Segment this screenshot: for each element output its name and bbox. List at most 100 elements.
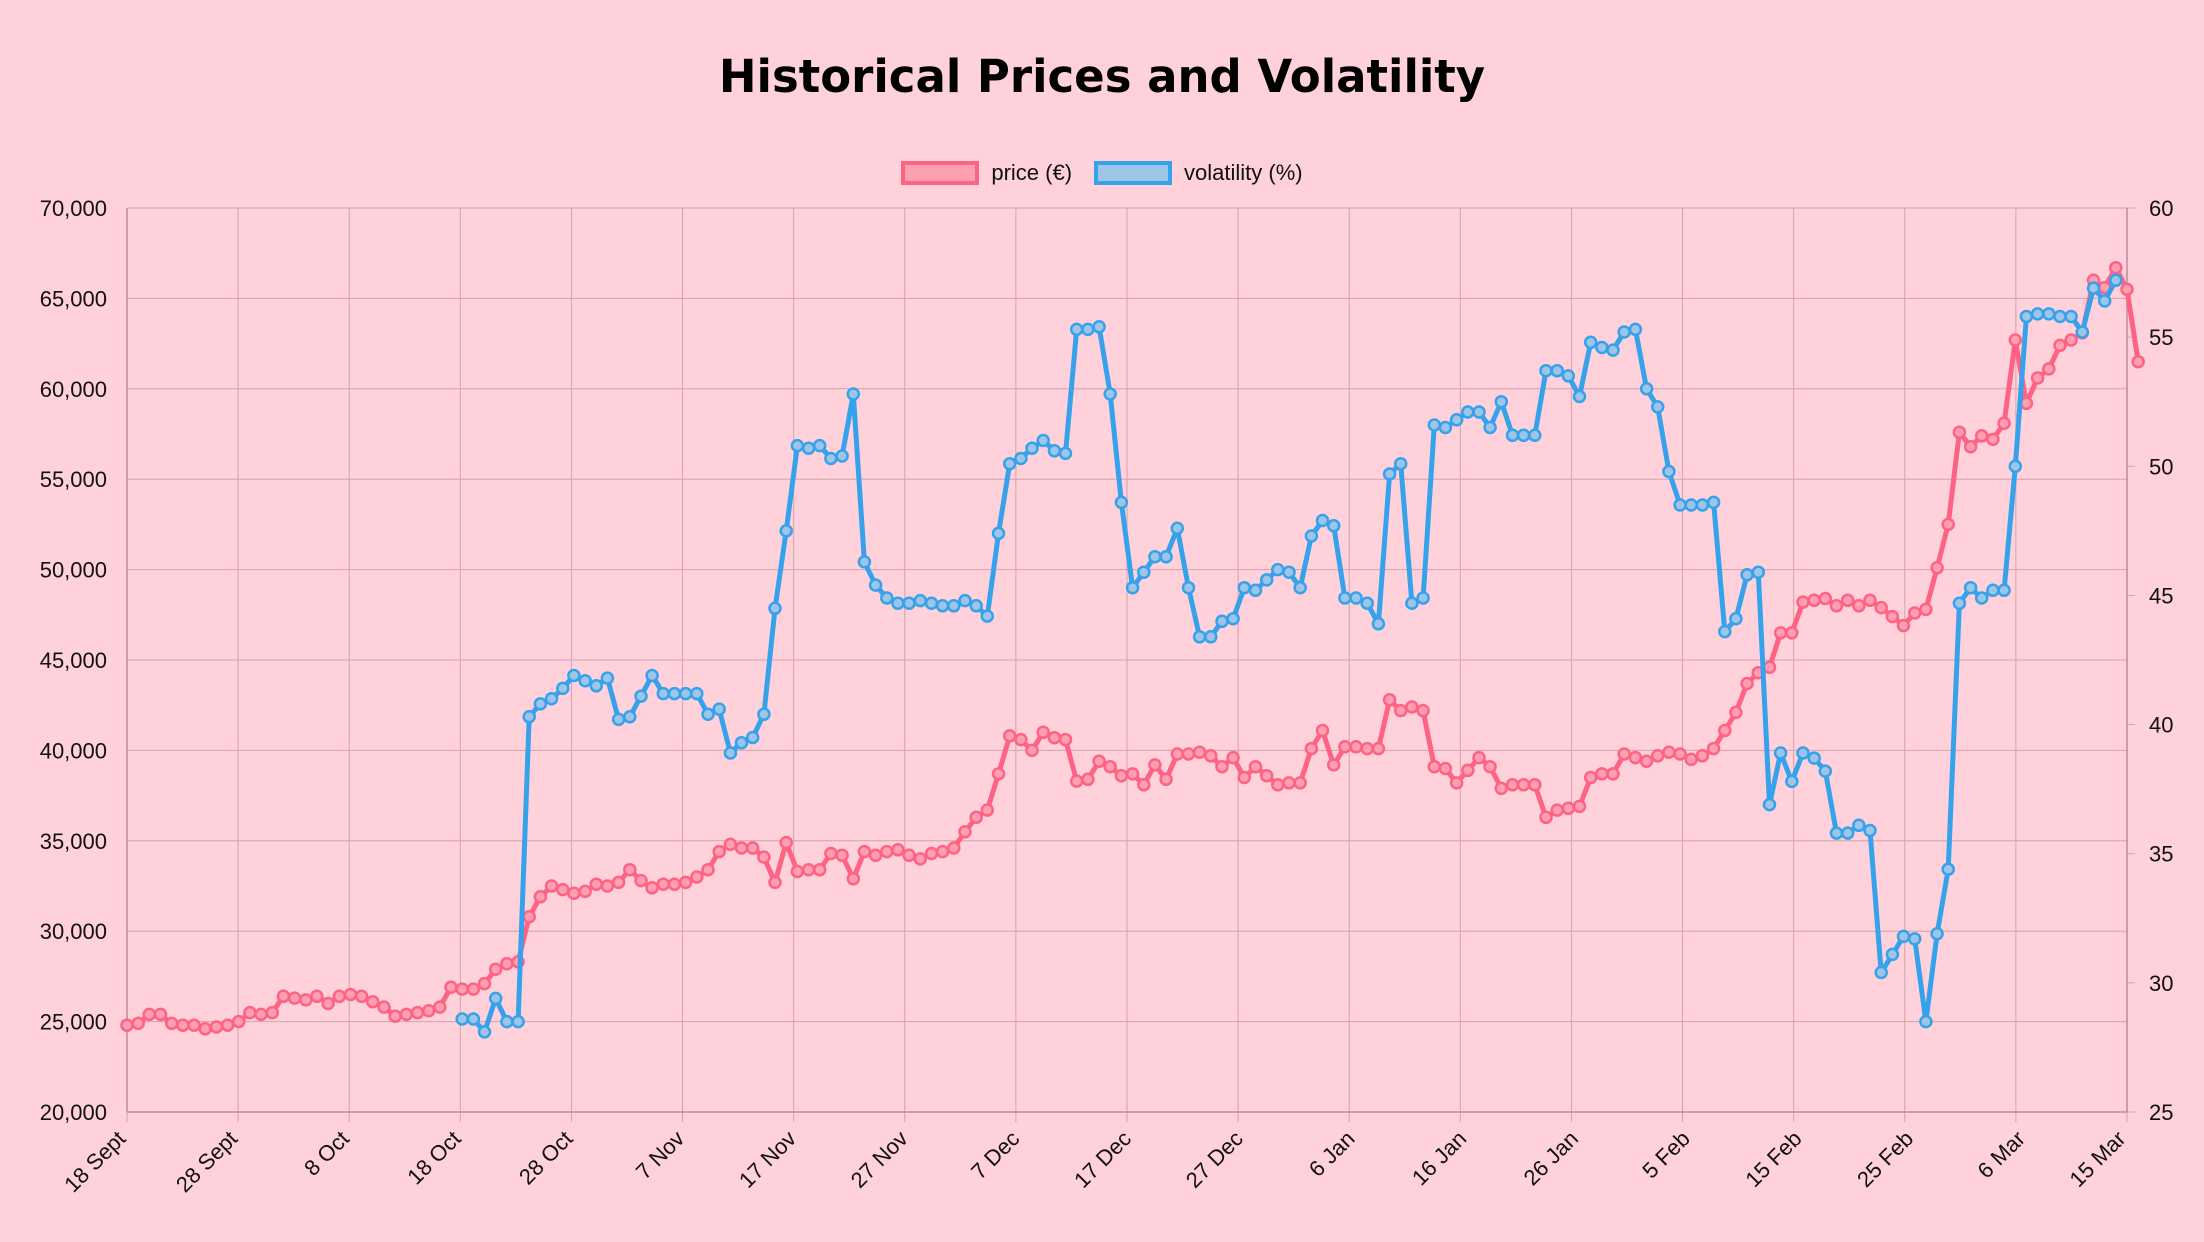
data-point-price [1271,778,1285,792]
data-point-price [835,848,849,863]
x-tick-label: 7 Dec [966,1126,1024,1184]
data-point-volatility [1181,580,1196,595]
data-point-price [567,886,581,900]
data-point-price [935,844,950,859]
data-point-volatility [1137,565,1151,579]
x-tick-label: 15 Feb [1740,1126,1806,1192]
x-tick-label: 6 Mar [1973,1126,2030,1183]
data-point-price [1662,745,1676,759]
x-tick-label: 18 Sept [59,1126,130,1197]
data-point-price [1014,732,1028,747]
legend-item-price[interactable]: price (€) [901,160,1072,186]
y-left-tick-label: 60,000 [40,377,107,402]
data-point-price [991,767,1006,781]
data-point-volatility [1919,1014,1933,1029]
x-tick-label: 8 Oct [299,1126,354,1181]
data-point-volatility [1416,591,1430,605]
data-point-volatility [1237,580,1252,595]
data-point-price [1393,703,1408,718]
data-point-volatility [1550,363,1564,378]
y-left-tick-label: 30,000 [40,919,107,944]
data-point-volatility [1472,405,1486,419]
data-point-price [1315,723,1330,738]
data-point-volatility [1852,818,1866,833]
data-point-price [1069,774,1084,788]
data-point-volatility [1863,823,1877,838]
data-point-volatility [779,524,793,538]
data-point-price [1617,747,1631,761]
data-point-volatility [913,593,928,608]
data-point-volatility [1449,413,1464,427]
data-point-price [522,909,536,924]
data-point-price [1550,803,1564,817]
data-point-volatility [466,1012,481,1026]
data-point-price [1360,741,1374,756]
data-point-volatility [1729,611,1743,626]
data-point-volatility [1706,495,1721,510]
data-point-volatility [1483,420,1497,435]
data-point-price [1002,729,1017,743]
data-point-price [1338,740,1352,754]
data-point-price [880,844,894,859]
data-point-volatility [1047,444,1062,458]
data-point-volatility [1360,596,1374,610]
data-point-volatility [1561,369,1576,383]
data-point-volatility [1818,764,1833,778]
legend-item-volatility[interactable]: volatility (%) [1094,160,1303,186]
x-tick-label: 28 Oct [514,1126,578,1190]
data-point-price [578,884,592,899]
data-point-price [433,1000,447,1014]
data-point-price [1382,693,1397,707]
data-point-price [544,879,559,893]
data-point-price [1997,416,2011,430]
data-point-price [1572,799,1587,814]
y-left-tick-label: 70,000 [40,196,107,221]
y-right-tick-label: 60 [2149,196,2173,221]
data-point-price [1829,599,1844,613]
data-point-price [1237,770,1252,785]
data-point-price [1516,778,1531,792]
data-point-price [924,846,939,861]
x-tick-label: 17 Nov [734,1126,801,1193]
data-point-volatility [1081,322,1095,337]
data-point-volatility [544,691,559,706]
data-point-volatility [1773,746,1788,760]
data-point-price [1483,759,1497,774]
data-point-price [533,890,548,904]
data-point-price [1438,761,1453,776]
data-point-volatility [801,441,816,455]
data-point-volatility [1226,611,1240,626]
data-point-volatility [745,730,760,745]
data-point-price [824,846,838,861]
data-point-volatility [1069,322,1084,337]
data-point-price [343,987,358,1002]
data-point-volatility [567,668,581,683]
data-point-price [980,803,995,817]
data-point-volatility [1539,363,1553,378]
data-point-volatility [1572,389,1587,404]
data-point-price [857,844,872,859]
data-point-volatility [712,702,726,716]
data-point-price [2120,282,2134,297]
series-line-volatility [459,277,2119,1035]
x-tick-label: 25 Feb [1852,1126,1918,1192]
data-point-volatility [969,599,983,613]
data-point-price [656,877,671,891]
data-point-price [1907,606,1922,620]
data-point-price [321,996,335,1011]
data-point-volatility [1058,446,1073,461]
data-point-price [768,875,782,890]
data-point-volatility [634,689,648,703]
data-point-price [1461,763,1475,778]
data-point-price [1706,741,1721,756]
data-point-volatility [2008,459,2023,474]
data-point-volatility [578,673,592,688]
data-point-volatility [1617,325,1631,339]
data-point-volatility [1684,498,1698,512]
x-tick-label: 17 Dec [1069,1126,1136,1193]
x-tick-label: 18 Oct [402,1126,466,1190]
data-point-price [1840,593,1855,608]
data-point-volatility [2019,309,2034,324]
data-point-volatility [757,707,771,721]
